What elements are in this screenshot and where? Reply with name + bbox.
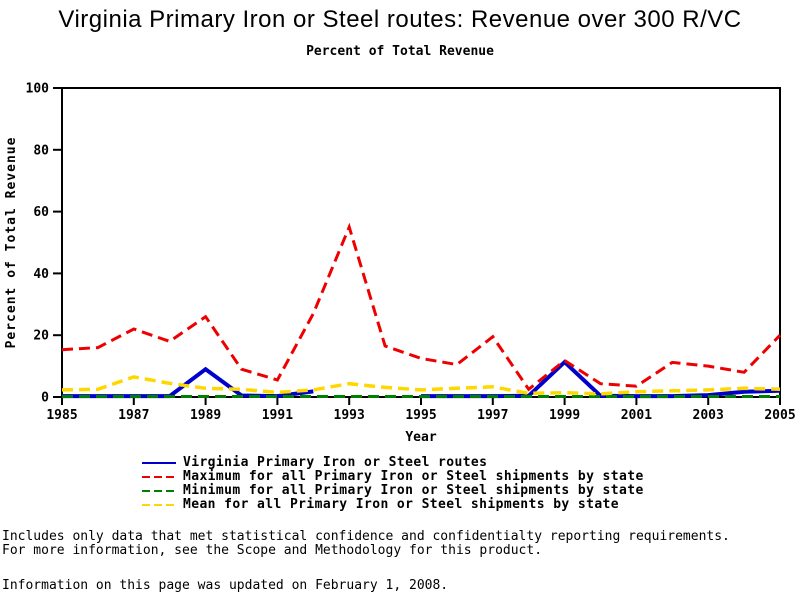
x-tick-label: 1997 xyxy=(477,408,508,423)
legend-item: Maximum for all Primary Iron or Steel sh… xyxy=(142,470,644,484)
y-tick-label: 0 xyxy=(41,391,49,406)
legend-swatch-icon xyxy=(142,490,176,492)
legend-swatch-icon xyxy=(142,462,176,464)
x-tick-label: 2003 xyxy=(693,408,724,423)
x-tick-label: 1985 xyxy=(46,408,77,423)
y-tick-label: 20 xyxy=(33,329,49,344)
chart-title: Virginia Primary Iron or Steel routes: R… xyxy=(58,6,742,33)
legend-item: Minimum for all Primary Iron or Steel sh… xyxy=(142,484,644,498)
x-tick-label: 1989 xyxy=(190,408,221,423)
series-line-1 xyxy=(61,222,782,392)
legend-label: Virginia Primary Iron or Steel routes xyxy=(183,455,488,470)
x-tick-label: 1991 xyxy=(262,408,293,423)
footer-note-confidence: Includes only data that met statistical … xyxy=(2,529,730,544)
line-chart: 0 20 40 60 80 100 1985 1987 1989 1991 1993 1995 1997… xyxy=(4,82,796,446)
legend-swatch-icon xyxy=(142,476,176,478)
legend-label: Mean for all Primary Iron or Steel shipm… xyxy=(183,497,620,512)
series-line-0 xyxy=(421,359,781,399)
footer-notes: Includes only data that met statistical … xyxy=(2,530,730,557)
x-tick-label: 1993 xyxy=(334,408,365,423)
footer-note-scope: For more information, see the Scope and … xyxy=(2,542,543,558)
legend-swatch-icon xyxy=(142,504,176,506)
y-tick-label: 80 xyxy=(33,143,49,158)
x-tick-label: 1995 xyxy=(405,408,436,423)
footer-updated-date: Information on this page was updated on … xyxy=(2,578,449,593)
legend-label: Maximum for all Primary Iron or Steel sh… xyxy=(183,469,644,484)
y-tick-label: 60 xyxy=(33,205,49,220)
x-tick-label: 2001 xyxy=(621,408,652,423)
y-axis-label: Percent of Total Revenue xyxy=(4,137,19,349)
legend-item: Mean for all Primary Iron or Steel shipm… xyxy=(142,498,644,512)
y-tick-label: 40 xyxy=(33,267,49,282)
series-line-3 xyxy=(61,375,781,396)
legend-label: Minimum for all Primary Iron or Steel sh… xyxy=(183,483,644,498)
series-line-0 xyxy=(62,366,314,399)
plot-frame xyxy=(61,87,781,398)
x-axis-label: Year xyxy=(405,430,436,445)
chart-subtitle: Percent of Total Revenue xyxy=(306,44,494,59)
y-tick-label: 100 xyxy=(26,82,50,97)
x-tick-label: 1999 xyxy=(549,408,580,423)
x-tick-label: 2005 xyxy=(764,408,795,423)
legend-item: Virginia Primary Iron or Steel routes xyxy=(142,456,644,470)
x-tick-label: 1987 xyxy=(118,408,149,423)
legend: Virginia Primary Iron or Steel routes Max… xyxy=(142,456,644,512)
